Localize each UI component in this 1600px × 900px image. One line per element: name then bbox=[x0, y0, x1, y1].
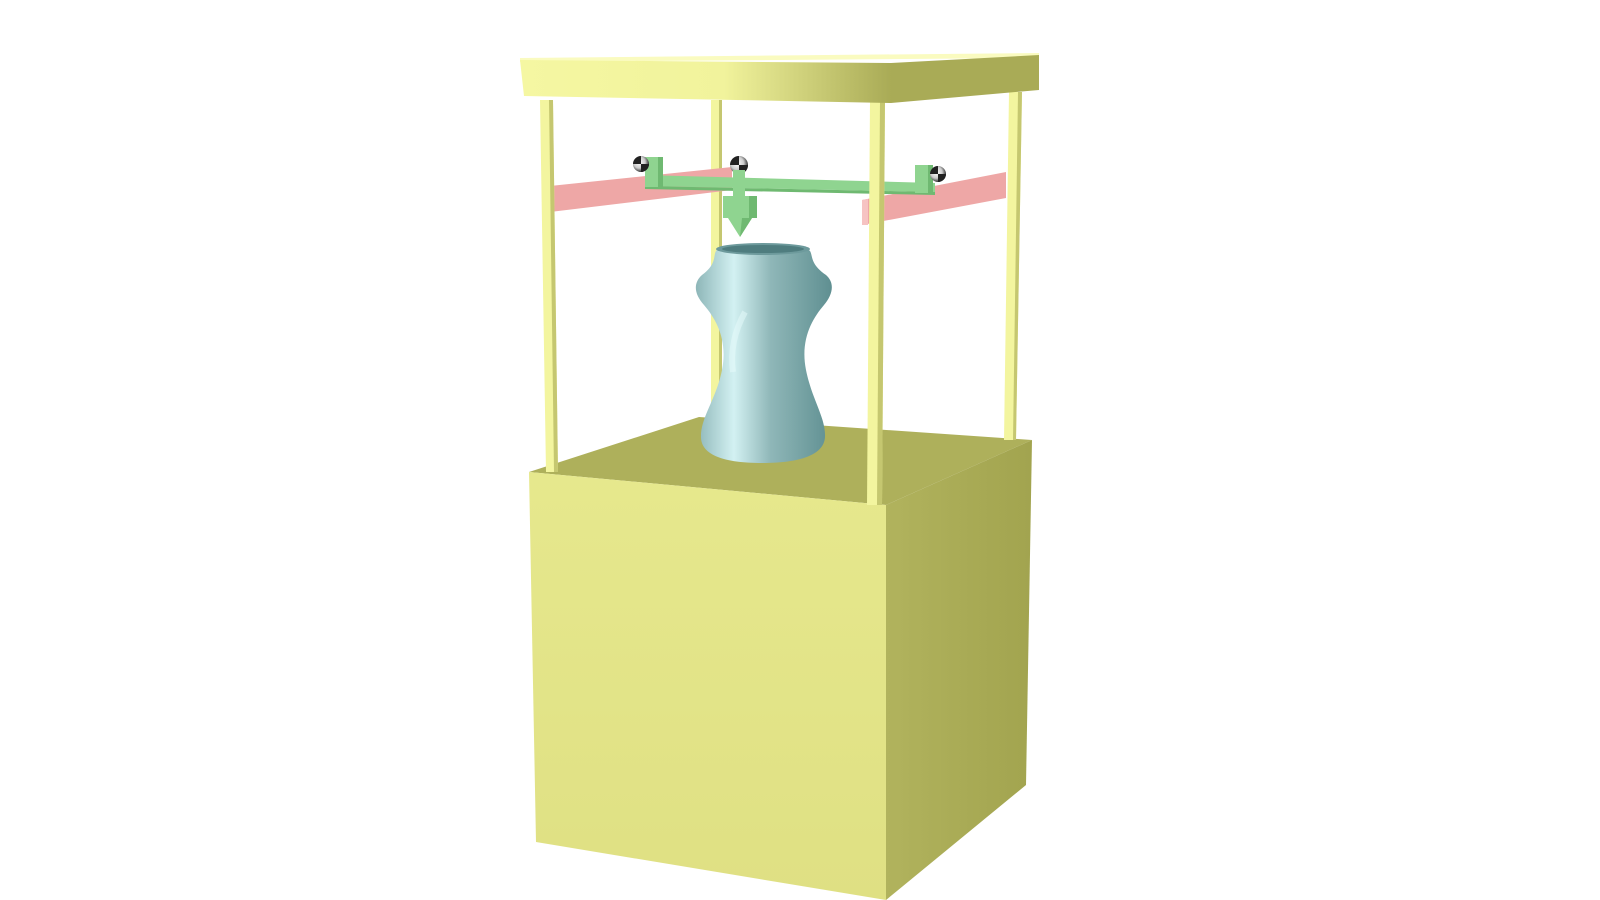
gantry-bar bbox=[645, 175, 935, 192]
extruder-block-shade bbox=[749, 196, 757, 218]
base-front bbox=[529, 472, 886, 900]
top-frame-front bbox=[520, 60, 891, 103]
gantry-bar-shade bbox=[645, 186, 935, 195]
right-rail bbox=[862, 172, 1006, 225]
extruder-mount bbox=[733, 170, 745, 200]
front-right-post-shade bbox=[877, 100, 885, 505]
front-left-post-shade bbox=[549, 100, 558, 472]
right-rail-edge bbox=[862, 199, 868, 225]
top-frame-upper bbox=[520, 53, 1039, 62]
center-bearing bbox=[730, 156, 748, 174]
left-carriage-shade bbox=[658, 157, 663, 187]
extruder-nozzle-shade bbox=[740, 218, 752, 237]
printed-vase bbox=[695, 243, 832, 463]
top-frame-side bbox=[891, 55, 1039, 103]
left-bearing bbox=[633, 156, 649, 172]
right-carriage-shade bbox=[928, 165, 933, 193]
right-bearing bbox=[930, 166, 946, 182]
extruder-block bbox=[723, 196, 757, 218]
back-right-post-shade bbox=[1013, 92, 1022, 440]
base-side bbox=[886, 440, 1032, 900]
